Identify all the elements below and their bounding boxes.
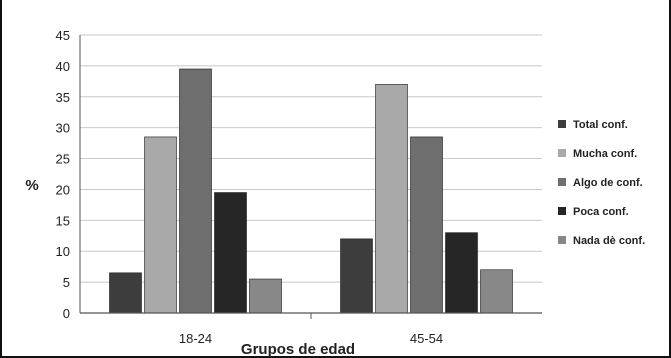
y-tick-label: 35 xyxy=(56,90,70,105)
legend: Total conf. Mucha conf. Algo de conf. Poca … xyxy=(558,119,645,247)
y-tick-label: 0 xyxy=(63,306,70,321)
legend-swatch xyxy=(558,236,566,244)
bar-1-3 xyxy=(445,232,478,314)
y-tick-label: 40 xyxy=(56,59,70,74)
axes xyxy=(79,35,542,319)
y-tick-label: 25 xyxy=(56,152,70,167)
legend-swatch xyxy=(558,120,566,128)
legend-swatch xyxy=(558,178,566,186)
y-tick-labels: 0 5 10 15 20 25 30 35 40 45 xyxy=(56,28,70,321)
bar-0-4 xyxy=(249,278,282,314)
y-tick-label: 30 xyxy=(56,121,70,136)
y-tick-label: 5 xyxy=(63,275,70,290)
bar-0-1 xyxy=(144,136,177,314)
bar-1-2 xyxy=(410,136,443,314)
bar-1-4 xyxy=(480,269,513,314)
bars xyxy=(109,68,513,314)
legend-label: Nada dè conf. xyxy=(573,235,645,247)
bar-1-1 xyxy=(375,84,408,314)
legend-swatch xyxy=(558,149,566,157)
category-labels: 18-24 45-54 xyxy=(179,331,443,346)
y-axis-title: % xyxy=(25,177,38,194)
y-tick-label: 10 xyxy=(56,244,70,259)
x-axis-title: Grupos de edad xyxy=(241,341,355,358)
legend-label: Mucha conf. xyxy=(573,148,637,160)
legend-label: Poca conf. xyxy=(573,206,629,218)
y-tick-label: 45 xyxy=(56,28,70,43)
bar-0-0 xyxy=(109,272,142,314)
x-category-label: 18-24 xyxy=(179,331,212,346)
y-tick-label: 15 xyxy=(56,213,70,228)
x-category-label: 45-54 xyxy=(410,331,443,346)
legend-label: Total conf. xyxy=(573,119,628,131)
legend-label: Algo de conf. xyxy=(573,177,643,189)
legend-swatch xyxy=(558,207,566,215)
bar-0-3 xyxy=(214,192,247,314)
y-tick-label: 20 xyxy=(56,182,70,197)
bar-1-0 xyxy=(340,238,373,314)
bar-0-2 xyxy=(179,68,212,314)
